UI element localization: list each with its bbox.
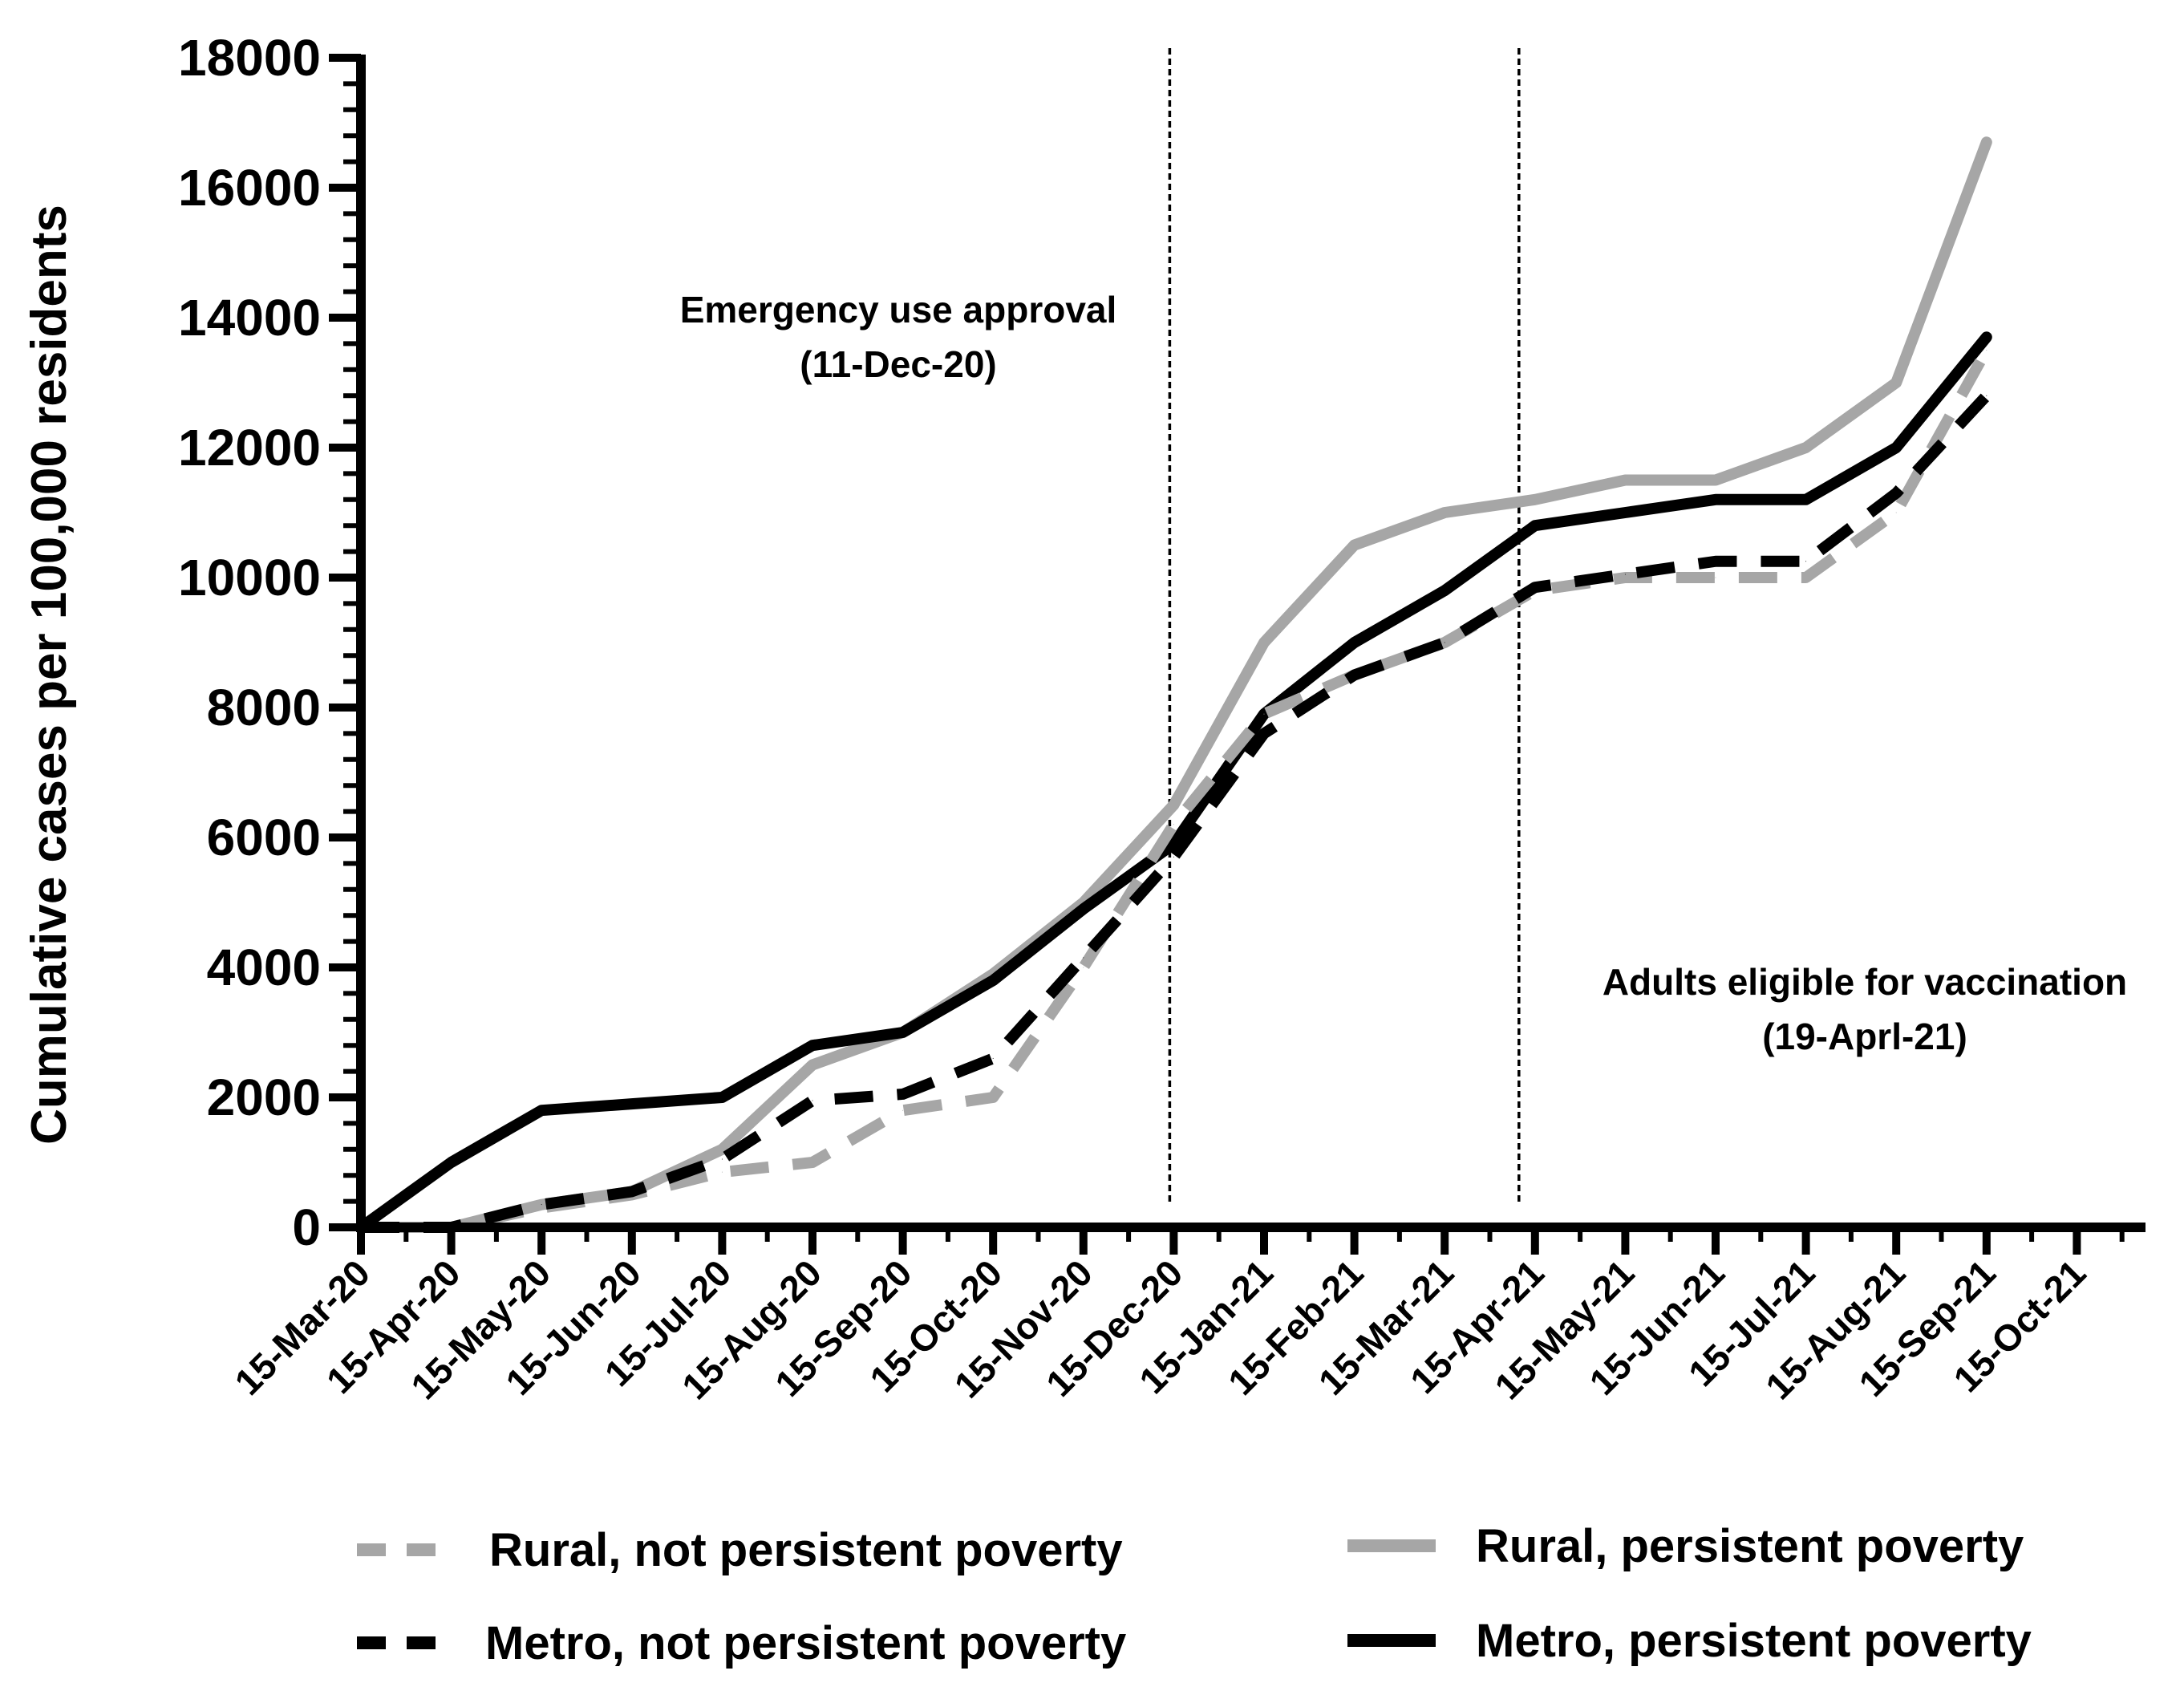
data-point [631, 1103, 633, 1105]
data-point [992, 1057, 994, 1059]
data-point [631, 1190, 633, 1192]
data-point [541, 1207, 542, 1209]
data-point [902, 1109, 904, 1111]
y-tick-label: 16000 [178, 159, 321, 217]
data-point [541, 1109, 542, 1111]
data-point [541, 1204, 542, 1206]
y-tick-label: 18000 [178, 29, 321, 87]
data-point [902, 1032, 904, 1033]
y-tick-label: 4000 [207, 939, 321, 996]
data-point [1173, 843, 1174, 845]
series-line [355, 136, 1992, 1233]
data-point [1083, 957, 1084, 959]
annotation-title: Emergency use approval [680, 289, 1117, 330]
data-point [451, 1162, 452, 1163]
y-tick-label: 12000 [178, 419, 321, 476]
y-tick-label: 14000 [178, 289, 321, 347]
data-point [721, 1097, 723, 1098]
y-tick-label: 8000 [207, 679, 321, 736]
y-tick-label: 6000 [207, 809, 321, 866]
y-tick-label: 10000 [178, 549, 321, 606]
data-point [721, 1149, 723, 1150]
data-point [1805, 561, 1807, 562]
annotation-date: (11-Dec-20) [800, 343, 996, 385]
data-point [1986, 336, 1987, 338]
y-axis-title: Cumulative cases per 100,000 residents [22, 205, 77, 1145]
data-point [1624, 480, 1626, 481]
data-point [1263, 713, 1265, 715]
data-point [1083, 967, 1084, 968]
legend-label: Metro, not persistent poverty [485, 1617, 1126, 1669]
data-point [1534, 525, 1536, 526]
data-point [1986, 350, 1987, 351]
annotation-title: Adults eligible for vaccination [1603, 961, 2127, 1003]
data-point [1986, 395, 1987, 396]
annotation-date: (19-Aprl-21) [1762, 1016, 1967, 1057]
data-point [1083, 908, 1084, 910]
y-tick-label: 0 [292, 1198, 321, 1256]
data-point [1534, 586, 1536, 588]
data-point [992, 979, 994, 981]
series-line [361, 347, 1992, 1233]
data-point [812, 1044, 813, 1046]
data-point [992, 1097, 994, 1098]
y-tick-label: 2000 [207, 1068, 321, 1126]
data-point [902, 1093, 904, 1095]
data-point [721, 1158, 723, 1160]
data-point [1173, 856, 1174, 858]
data-point [721, 1171, 723, 1173]
data-point [1173, 824, 1174, 825]
data-point [812, 1162, 813, 1163]
legend-label: Rural, not persistent poverty [489, 1524, 1123, 1576]
legend-label: Rural, persistent poverty [1476, 1520, 2024, 1572]
data-point [1986, 141, 1987, 143]
legend-label: Metro, persistent poverty [1476, 1615, 2032, 1667]
data-point [1263, 732, 1265, 734]
data-point [812, 1064, 813, 1065]
data-point [1805, 499, 1807, 501]
data-point [1534, 499, 1536, 501]
